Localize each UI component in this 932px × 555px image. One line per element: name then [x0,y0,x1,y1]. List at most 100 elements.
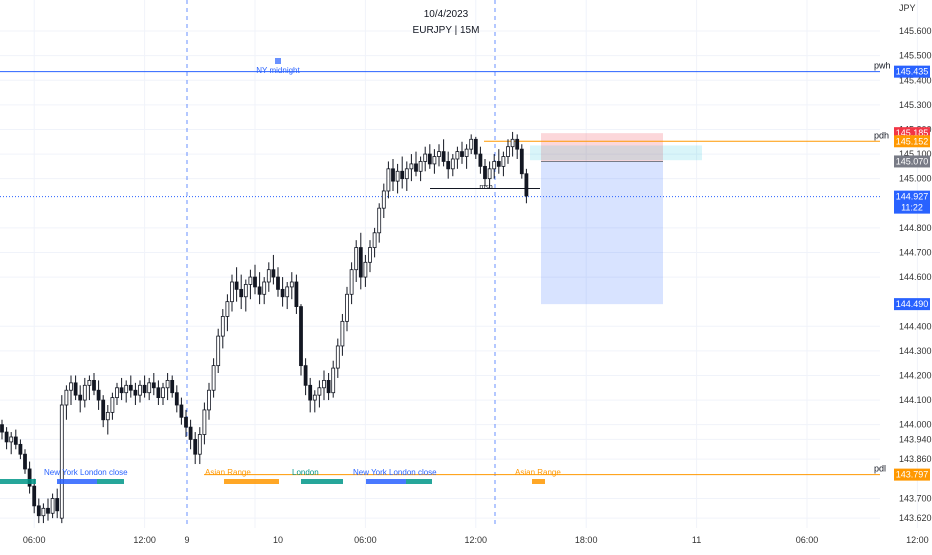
target-value: 144.490 [896,299,929,309]
y-tick-label: 145.100 [899,149,932,159]
candle-bearish [441,151,446,162]
candle-bearish [391,168,395,182]
candle-bullish [138,384,142,396]
candle-bearish [358,247,363,278]
candle-bullish [437,151,441,157]
session-label: New York London close [44,468,128,477]
candle-bearish [18,443,23,455]
stop-loss-zone [541,133,663,162]
candle-bearish [32,485,37,507]
fvg-zone [530,145,702,161]
y-tick-label: 145.000 [899,174,932,184]
entry-value: 145.070 [896,156,929,166]
candle-bullish [115,387,119,399]
y-tick-label: 144.800 [899,223,932,233]
pdl-value: 143.797 [896,470,929,480]
ny-midnight-label: NY midnight [256,66,300,75]
pdl-label: pdl [874,464,886,474]
target-badge [894,298,930,311]
candle-bearish [473,138,478,155]
candle-bullish [386,168,391,192]
x-tick-label: 06:00 [796,535,819,545]
x-tick-label: 10 [273,535,283,545]
candle-bullish [372,232,377,248]
candle-bearish [119,387,124,394]
take-profit-zone [541,161,663,305]
candle-bearish [253,276,257,288]
y-tick-label: 145.300 [899,100,932,110]
candle-bearish [27,468,32,487]
position-zones [530,133,702,305]
candle-bullish [510,138,515,148]
session-bars: New York London close Asian Range London Ne… [0,468,561,484]
chart-title: 10/4/2023 [424,9,469,20]
candle-bearish [193,439,198,455]
current-price-badge [894,190,930,214]
candle-bullish [110,397,115,413]
y-tick-label: 144.200 [899,370,932,380]
candle-bearish [414,163,418,172]
candle-bullish [9,436,14,443]
candle-bullish [492,161,497,170]
candle-bullish [225,301,230,317]
candle-bullish [69,382,73,391]
candle-bullish [469,138,474,150]
candle-bearish [78,394,83,401]
session-bar [0,479,36,484]
candle-bullish [59,404,64,519]
y-tick-label: 145.500 [899,51,932,61]
currency-label: JPY [899,3,916,13]
time-axis: 06:00 12:00 9 10 06:00 12:00 18:00 11 06:00 12:00… [23,535,929,545]
x-tick-label: 12:00 [906,535,929,545]
candle-bearish [483,165,487,180]
candle-bullish [289,281,294,288]
candle-bullish [262,281,267,295]
candle-bearish [46,507,50,514]
candle-bearish [427,153,432,165]
session-label: New York London close [353,468,437,477]
candle-bullish [381,190,386,209]
candle-bearish [133,389,138,396]
candle-bearish [36,505,41,517]
candle-bullish [432,156,437,165]
candle-bearish [271,269,276,278]
candle-bearish [55,498,60,512]
candle-bearish [524,173,529,197]
session-bar [224,479,279,484]
candle-bearish [294,281,299,307]
y-tick-label: 144.700 [899,247,932,257]
candle-bullish [363,261,368,278]
y-tick-label: 145.600 [899,26,932,36]
candle-bearish [446,161,451,170]
candle-bullish [423,153,428,162]
candle-bullish [216,335,221,367]
session-bar [301,479,343,484]
candle-bearish [276,276,280,290]
candle-bearish [156,387,161,399]
candle-bearish [234,281,239,290]
candle-bullish [395,170,400,182]
candle-bearish [4,431,9,443]
candle-bearish [519,148,524,175]
candle-bearish [280,288,285,298]
x-tick-label: 11 [692,535,701,545]
y-tick-label: 143.620 [899,513,932,523]
candle-bullish [322,379,326,389]
y-tick-label: 144.000 [899,420,932,430]
candle-bullish [487,168,492,180]
pdh-badge [894,135,930,148]
candle-bearish [515,138,520,150]
y-tick-label: 143.940 [899,434,932,444]
candle-bearish [170,379,175,394]
candle-bearish [92,379,96,391]
candle-bearish [142,384,147,394]
candle-bullish [404,168,409,180]
x-tick-label: 9 [184,535,189,545]
candle-bearish [299,306,303,367]
candle-bullish [165,379,170,389]
candle-bullish [340,320,345,347]
